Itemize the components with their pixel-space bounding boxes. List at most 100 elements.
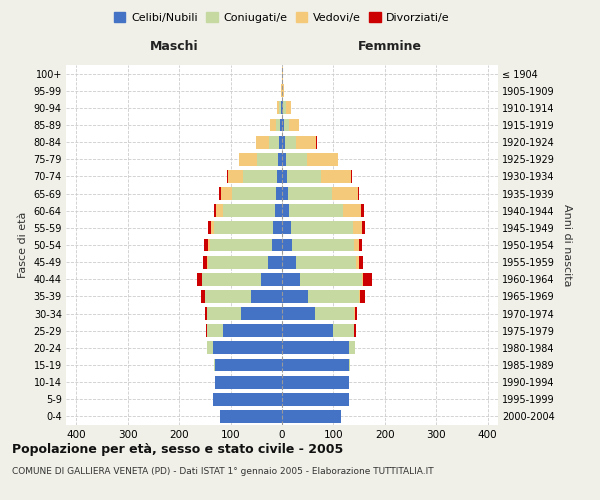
Bar [257, 153, 278, 166]
Bar [354, 324, 356, 337]
Bar [214, 222, 273, 234]
Bar [282, 307, 316, 320]
Bar [320, 170, 352, 183]
Bar [358, 187, 359, 200]
Bar [205, 238, 208, 252]
Bar [282, 342, 349, 354]
Bar [221, 187, 232, 200]
Bar [288, 187, 332, 200]
Bar [280, 102, 281, 114]
Bar [205, 307, 208, 320]
Text: COMUNE DI GALLIERA VENETA (PD) - Dati ISTAT 1° gennaio 2005 - Elaborazione TUTTI: COMUNE DI GALLIERA VENETA (PD) - Dati IS… [12, 468, 434, 476]
Bar [360, 290, 365, 303]
Bar [282, 118, 284, 132]
Bar [353, 222, 362, 234]
Bar [223, 204, 275, 217]
Bar [282, 290, 308, 303]
Bar [343, 204, 361, 217]
Bar [208, 342, 212, 354]
Bar [284, 136, 296, 148]
Bar [362, 273, 363, 285]
Bar [215, 358, 282, 372]
Text: Popolazione per età, sesso e stato civile - 2005: Popolazione per età, sesso e stato civil… [12, 442, 343, 456]
Bar [208, 222, 211, 234]
Bar [223, 324, 282, 337]
Bar [251, 290, 282, 303]
Bar [208, 256, 268, 268]
Bar [282, 222, 291, 234]
Bar [206, 324, 208, 337]
Bar [202, 273, 262, 285]
Bar [281, 84, 282, 97]
Bar [356, 256, 359, 268]
Bar [359, 256, 363, 268]
Bar [239, 153, 257, 166]
Y-axis label: Fasce di età: Fasce di età [18, 212, 28, 278]
Bar [212, 393, 282, 406]
Bar [228, 170, 244, 183]
Bar [241, 307, 282, 320]
Bar [349, 342, 355, 354]
Bar [282, 153, 286, 166]
Y-axis label: Anni di nascita: Anni di nascita [562, 204, 572, 286]
Bar [291, 222, 353, 234]
Bar [277, 118, 280, 132]
Bar [280, 136, 282, 148]
Bar [289, 118, 299, 132]
Bar [201, 290, 205, 303]
Bar [308, 290, 359, 303]
Bar [282, 256, 296, 268]
Bar [275, 204, 282, 217]
Bar [216, 204, 223, 217]
Bar [282, 273, 300, 285]
Bar [355, 307, 357, 320]
Bar [280, 118, 282, 132]
Bar [282, 376, 349, 388]
Bar [244, 170, 277, 183]
Bar [289, 204, 343, 217]
Bar [215, 376, 282, 388]
Bar [262, 273, 282, 285]
Bar [272, 238, 282, 252]
Bar [296, 256, 356, 268]
Bar [283, 102, 286, 114]
Bar [282, 410, 341, 423]
Bar [282, 393, 349, 406]
Bar [359, 290, 360, 303]
Legend: Celibi/Nubili, Coniugati/e, Vedovi/e, Divorziati/e: Celibi/Nubili, Coniugati/e, Vedovi/e, Di… [110, 8, 454, 28]
Bar [232, 187, 276, 200]
Bar [219, 187, 221, 200]
Bar [286, 153, 307, 166]
Bar [359, 238, 362, 252]
Bar [296, 136, 316, 148]
Bar [211, 222, 214, 234]
Bar [284, 118, 289, 132]
Bar [282, 102, 283, 114]
Bar [220, 410, 282, 423]
Bar [277, 170, 282, 183]
Bar [362, 222, 365, 234]
Bar [361, 204, 364, 217]
Bar [214, 358, 215, 372]
Text: Maschi: Maschi [149, 40, 199, 53]
Bar [286, 102, 291, 114]
Bar [208, 238, 210, 252]
Bar [210, 238, 272, 252]
Bar [208, 307, 241, 320]
Bar [316, 307, 354, 320]
Bar [300, 273, 362, 285]
Bar [227, 170, 228, 183]
Bar [256, 136, 269, 148]
Bar [354, 238, 359, 252]
Bar [282, 358, 349, 372]
Bar [208, 324, 223, 337]
Bar [205, 290, 251, 303]
Bar [281, 102, 282, 114]
Bar [270, 118, 277, 132]
Bar [332, 187, 358, 200]
Bar [197, 273, 202, 285]
Bar [203, 256, 208, 268]
Bar [282, 136, 284, 148]
Bar [282, 238, 292, 252]
Text: Femmine: Femmine [358, 40, 422, 53]
